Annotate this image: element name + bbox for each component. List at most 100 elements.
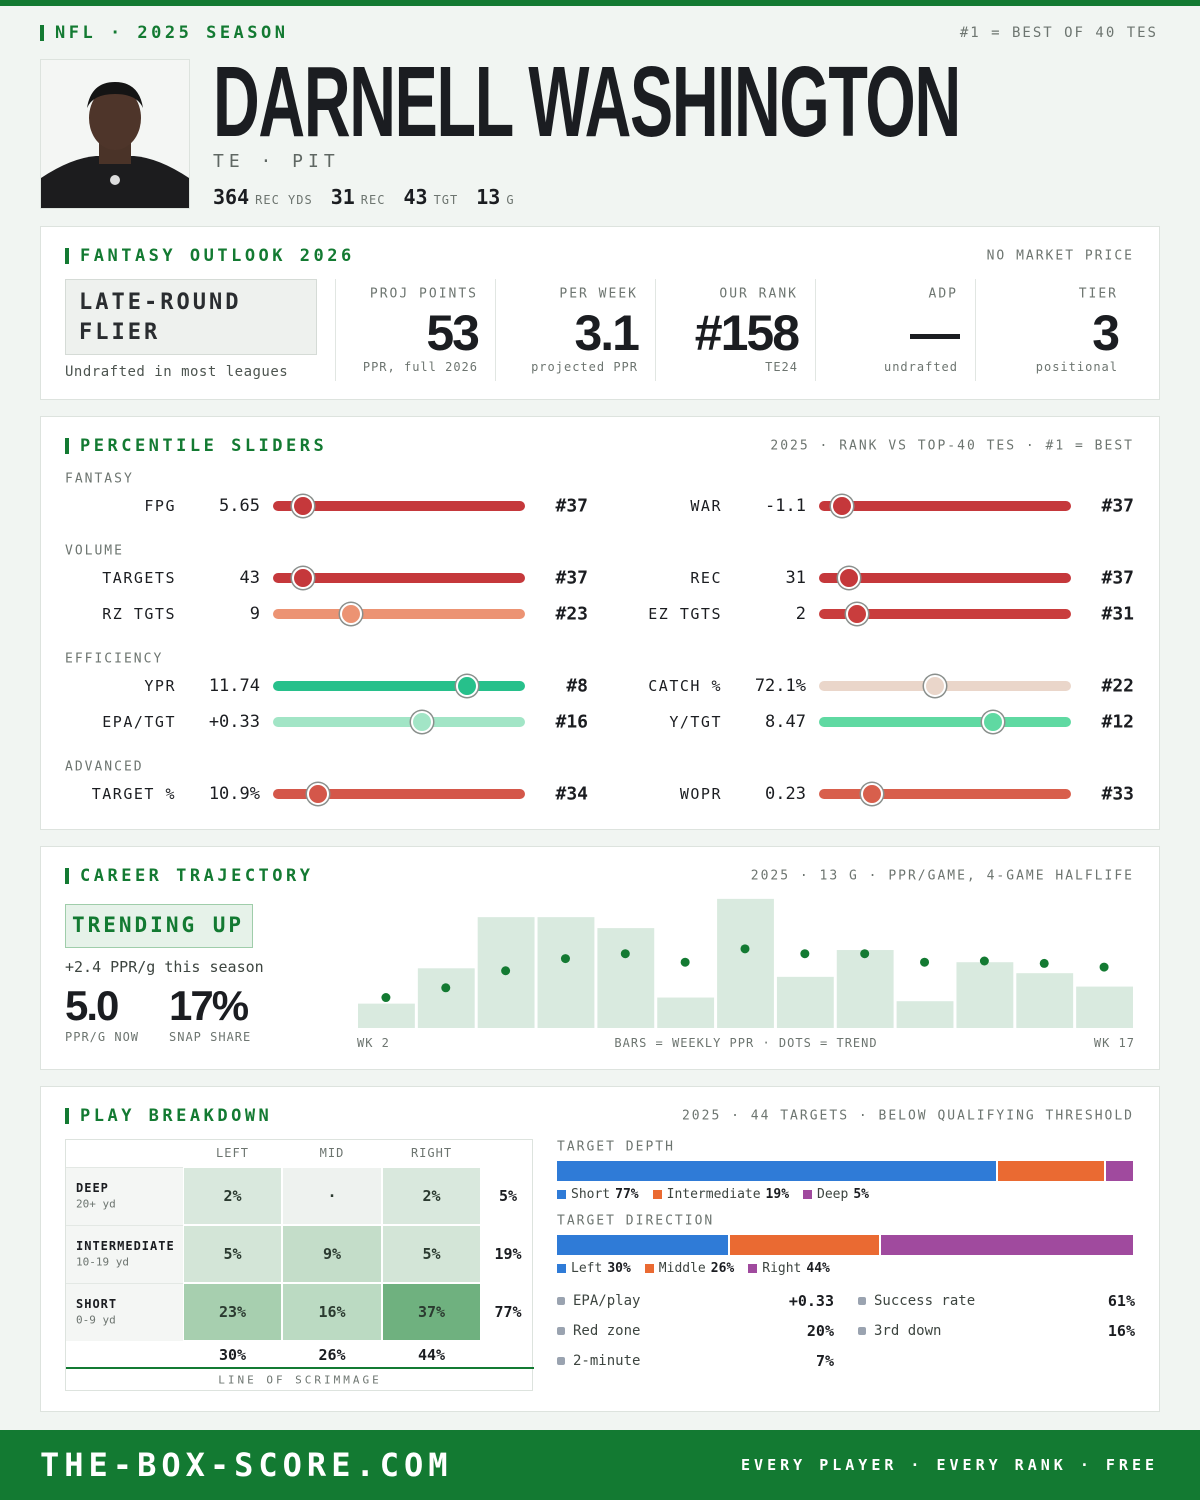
cell-label: OUR RANK <box>719 286 798 302</box>
slider-value: 11.74 <box>208 676 260 696</box>
cell-value: 2% <box>223 1187 242 1205</box>
section-title: PLAY BREAKDOWN <box>65 1108 272 1125</box>
column-total: 30% <box>218 1346 247 1364</box>
verdict: LATE-ROUND FLIER <box>79 290 242 345</box>
slider-label: TARGETS <box>102 569 176 587</box>
cell-divider <box>495 279 496 381</box>
heat-cell <box>282 1167 382 1225</box>
stat-value: 31 <box>330 185 355 209</box>
slider-value: 31 <box>785 568 806 588</box>
legend-value: 5% <box>853 1187 869 1202</box>
cell-value: — <box>910 305 960 361</box>
legend-item: Intermediate 19% <box>652 1187 789 1202</box>
player-name: DARNELL WASHINGTON <box>213 46 961 158</box>
slider-knob <box>292 495 315 517</box>
slider-rank: #31 <box>1101 603 1134 625</box>
slider-track <box>273 573 525 583</box>
footer-tagline: EVERY PLAYER · EVERY RANK · FREE <box>741 1456 1158 1474</box>
row-sub: 20+ yd <box>76 1197 116 1211</box>
bar-segment <box>997 1161 1105 1181</box>
cell-divider <box>335 279 336 381</box>
kpi-value: 5.0 <box>65 982 119 1029</box>
heat-cell <box>382 1167 481 1225</box>
slider-value: -1.1 <box>765 496 806 516</box>
legend-swatch <box>652 1190 662 1199</box>
cell-value: 16% <box>318 1303 346 1321</box>
slider-track <box>819 609 1071 619</box>
slider-track <box>819 501 1071 511</box>
stat-value: 43 <box>403 185 428 209</box>
slider-knob <box>981 711 1004 733</box>
slider-knob <box>340 603 363 625</box>
bar-title: TARGET DEPTH <box>557 1139 675 1155</box>
column-total: 26% <box>318 1346 346 1364</box>
bar-segment <box>730 1235 879 1255</box>
cell-value: 37% <box>417 1303 446 1321</box>
legend-value: 77% <box>615 1187 639 1202</box>
bar-segment <box>880 1235 1133 1255</box>
column-total: 44% <box>417 1346 446 1364</box>
kpi-label: PPR/G NOW <box>65 1030 140 1044</box>
stat-label: 3rd down <box>874 1323 942 1339</box>
cell-value: 2% <box>422 1187 441 1205</box>
slider-value: 0.23 <box>765 784 806 804</box>
column-label: LEFT <box>216 1146 249 1160</box>
row-total: 77% <box>494 1303 522 1321</box>
legend-value: 44% <box>806 1261 830 1276</box>
badge-box <box>65 904 253 948</box>
scrimmage-line <box>66 1367 534 1369</box>
legend-name: Deep <box>817 1187 849 1202</box>
slider-rank: #22 <box>1101 675 1134 697</box>
cell-value: 53 <box>426 305 480 361</box>
legend-name: Left <box>571 1261 603 1276</box>
legend: Short 77% Intermediate 19% Deep 5% <box>557 1187 869 1202</box>
legend-swatch <box>644 1264 654 1273</box>
slider-value: +0.33 <box>208 712 260 732</box>
heat-cell <box>282 1225 382 1283</box>
heat-cell <box>183 1167 282 1225</box>
header-stat: 31 REC <box>331 185 386 209</box>
cell-value: 3.1 <box>574 305 640 361</box>
legend-item: Middle 26% <box>644 1261 735 1276</box>
stat-label: Success rate <box>874 1293 976 1309</box>
column-label: MID <box>319 1146 345 1160</box>
section-title: CAREER TRAJECTORY <box>65 868 314 885</box>
slider-knob <box>292 567 315 589</box>
row-label-cell <box>66 1283 183 1341</box>
badge: TRENDING UP <box>71 913 245 937</box>
cell-label: TIER <box>1078 286 1118 302</box>
cell-sub: undrafted <box>883 360 958 374</box>
group-label: VOLUME <box>65 543 124 559</box>
player-silhouette <box>41 82 189 208</box>
cell-value: 5% <box>223 1245 242 1263</box>
legend-swatch <box>803 1190 813 1199</box>
slider-value: 10.9% <box>208 784 260 804</box>
slider-track <box>273 501 525 511</box>
slider-label: EPA/TGT <box>102 713 176 731</box>
chart-caption: BARS = WEEKLY PPR · DOTS = TREND <box>614 1036 878 1050</box>
delta: +2.4 PPR/g this season <box>65 958 264 976</box>
footer-site: THE-BOX-SCORE.COM <box>40 1446 453 1484</box>
row-label-cell <box>66 1225 183 1283</box>
row-label: INTERMEDIATE <box>76 1239 175 1253</box>
trajectory-panel <box>40 846 1160 1070</box>
header-stats: 364 REC YDS 31 REC 43 TGT 13 G <box>213 185 515 209</box>
legend-item: Left 30% <box>557 1261 631 1276</box>
stat-label: REC <box>360 193 386 207</box>
slider-rank: #37 <box>555 567 588 589</box>
stat-bullet <box>858 1297 866 1305</box>
heat-cell <box>282 1283 382 1341</box>
slider-knob <box>307 783 330 805</box>
legend-value: 26% <box>710 1261 735 1276</box>
row-sub: 0-9 yd <box>76 1313 116 1327</box>
kpi-value: 17% <box>169 982 249 1029</box>
legend-name: Middle <box>658 1261 706 1276</box>
cell-sub: positional <box>1035 360 1118 374</box>
stat-bullet <box>557 1357 565 1365</box>
legend-value: 30% <box>607 1261 631 1276</box>
slider-knob <box>860 783 883 805</box>
stat-value: 13 <box>476 185 501 209</box>
slider-value: 72.1% <box>754 676 806 696</box>
slider-label: WOPR <box>679 785 722 803</box>
slider-track <box>273 789 525 799</box>
